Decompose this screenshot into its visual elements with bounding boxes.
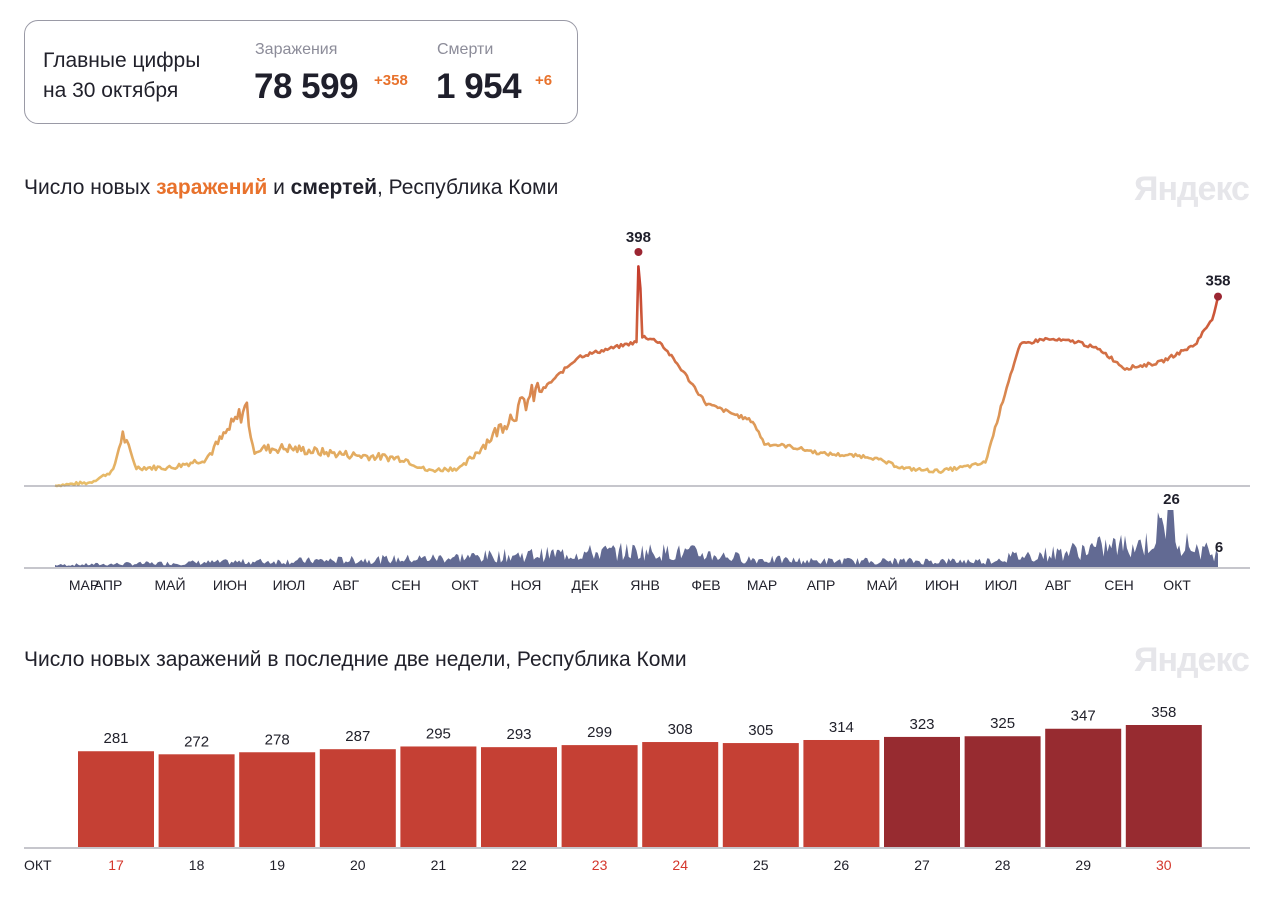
bar (481, 747, 557, 847)
day-label: 23 (592, 857, 608, 873)
month-label: ФЕВ (691, 577, 720, 593)
main-chart-title-deaths: смертей (290, 176, 377, 199)
bar (239, 752, 316, 847)
bar-value-label: 299 (587, 724, 612, 741)
bar-value-label: 325 (990, 715, 1015, 732)
bar (722, 743, 799, 847)
summary-card: Главные цифры на 30 октября Заражения 78… (24, 20, 578, 124)
bar-value-label: 295 (426, 725, 451, 742)
peak-labels: 398 358 26 6 (626, 229, 1231, 556)
infections-delta: +358 (374, 72, 408, 89)
month-label: АПР (94, 577, 123, 593)
main-chart-title-suffix: , Республика Коми (376, 176, 559, 199)
bar (642, 742, 719, 847)
bar-value-label: 305 (748, 722, 773, 739)
bar-chart-title: Число новых заражений в последние две не… (24, 648, 687, 671)
day-label: 28 (995, 857, 1011, 873)
cases-series (54, 265, 1220, 488)
month-label: АПР (807, 577, 836, 593)
bar-value-label: 287 (345, 728, 370, 745)
day-label: 26 (834, 857, 850, 873)
deaths-delta: +6 (535, 72, 553, 89)
day-label: 19 (269, 857, 285, 873)
bars: 281 272 278 287 295 293 299 308 305 314 323 325 347 3… (78, 704, 1202, 847)
yandex-logo-main: Яндекс (1134, 170, 1250, 208)
deaths-last-label: 6 (1215, 539, 1223, 556)
bar-value-label: 358 (1151, 704, 1176, 721)
yandex-logo-bars: Яндекс (1134, 641, 1250, 679)
bar (561, 745, 638, 847)
bar (803, 739, 880, 847)
month-label: ИЮЛ (273, 577, 306, 593)
bar-chart: 281 272 278 287 295 293 299 308 305 314 323 325 347 3… (24, 704, 1250, 873)
day-label: 29 (1075, 857, 1091, 873)
bar-value-label: 272 (184, 733, 209, 750)
bar (400, 746, 477, 847)
day-label: 25 (753, 857, 769, 873)
month-label: ИЮЛ (985, 577, 1018, 593)
main-chart-title-and: и (267, 176, 291, 199)
infections-label: Заражения (255, 41, 338, 58)
summary-title-line1: Главные цифры (43, 49, 201, 72)
bar (319, 749, 396, 847)
bar (1045, 728, 1122, 847)
month-label: СЕН (391, 577, 421, 593)
summary-title-line2: на 30 октября (43, 79, 179, 102)
deaths-peak-label: 26 (1163, 491, 1180, 508)
bar-value-label: 308 (668, 721, 693, 738)
month-label: НОЯ (511, 577, 542, 593)
infections-value: 78 599 (254, 67, 359, 106)
day-label: 18 (189, 857, 205, 873)
day-label: 30 (1156, 857, 1172, 873)
bar-value-label: 347 (1071, 708, 1096, 725)
deaths-value: 1 954 (436, 67, 522, 106)
cases-peak-dot (634, 248, 643, 256)
cases-peak-label: 398 (626, 229, 651, 246)
month-label: ДЕК (572, 577, 600, 593)
bar (78, 751, 154, 847)
bar-month-label: ОКТ (24, 857, 52, 873)
month-label: ОКТ (1163, 577, 1191, 593)
bar-value-label: 293 (506, 726, 531, 743)
main-chart-title-infections: заражений (156, 176, 268, 199)
bar-value-label: 278 (265, 731, 290, 748)
month-label: ИЮН (925, 577, 959, 593)
day-label: 22 (511, 857, 527, 873)
main-chart-title: Число новых заражений и смертей, Республ… (24, 176, 558, 200)
bar (884, 736, 960, 847)
cases-line (54, 265, 1220, 488)
main-chart-title-prefix: Число новых (24, 176, 157, 199)
month-label: СЕН (1104, 577, 1134, 593)
month-label: МАЙ (154, 576, 185, 593)
day-label: 24 (672, 857, 688, 873)
x-axis-days: 17 18 19 20 21 22 23 24 25 26 27 28 29 30 (108, 857, 1172, 873)
summary-title: Главные цифры на 30 октября (43, 46, 200, 106)
day-label: 21 (431, 857, 447, 873)
bar-value-label: 323 (909, 716, 934, 733)
month-label: МАР (69, 577, 99, 593)
cases-last-label: 358 (1205, 273, 1230, 290)
deaths-series (55, 510, 1218, 567)
month-label: МАЙ (866, 576, 897, 593)
cases-last-dot (1214, 292, 1222, 301)
month-label: ОКТ (451, 577, 479, 593)
deaths-area (55, 510, 1218, 567)
month-label: АВГ (333, 577, 360, 593)
bar (1125, 725, 1202, 847)
month-label: МАР (747, 577, 777, 593)
deaths-label: Смерти (437, 41, 494, 58)
day-label: 20 (350, 857, 366, 873)
month-label: ИЮН (213, 577, 247, 593)
day-label: 27 (914, 857, 930, 873)
month-label: АВГ (1045, 577, 1072, 593)
bar (158, 754, 235, 847)
bar (964, 736, 1041, 847)
bar-value-label: 281 (103, 730, 128, 747)
month-label: ЯНВ (630, 577, 660, 593)
day-label: 17 (108, 857, 124, 873)
bar-value-label: 314 (829, 719, 854, 736)
